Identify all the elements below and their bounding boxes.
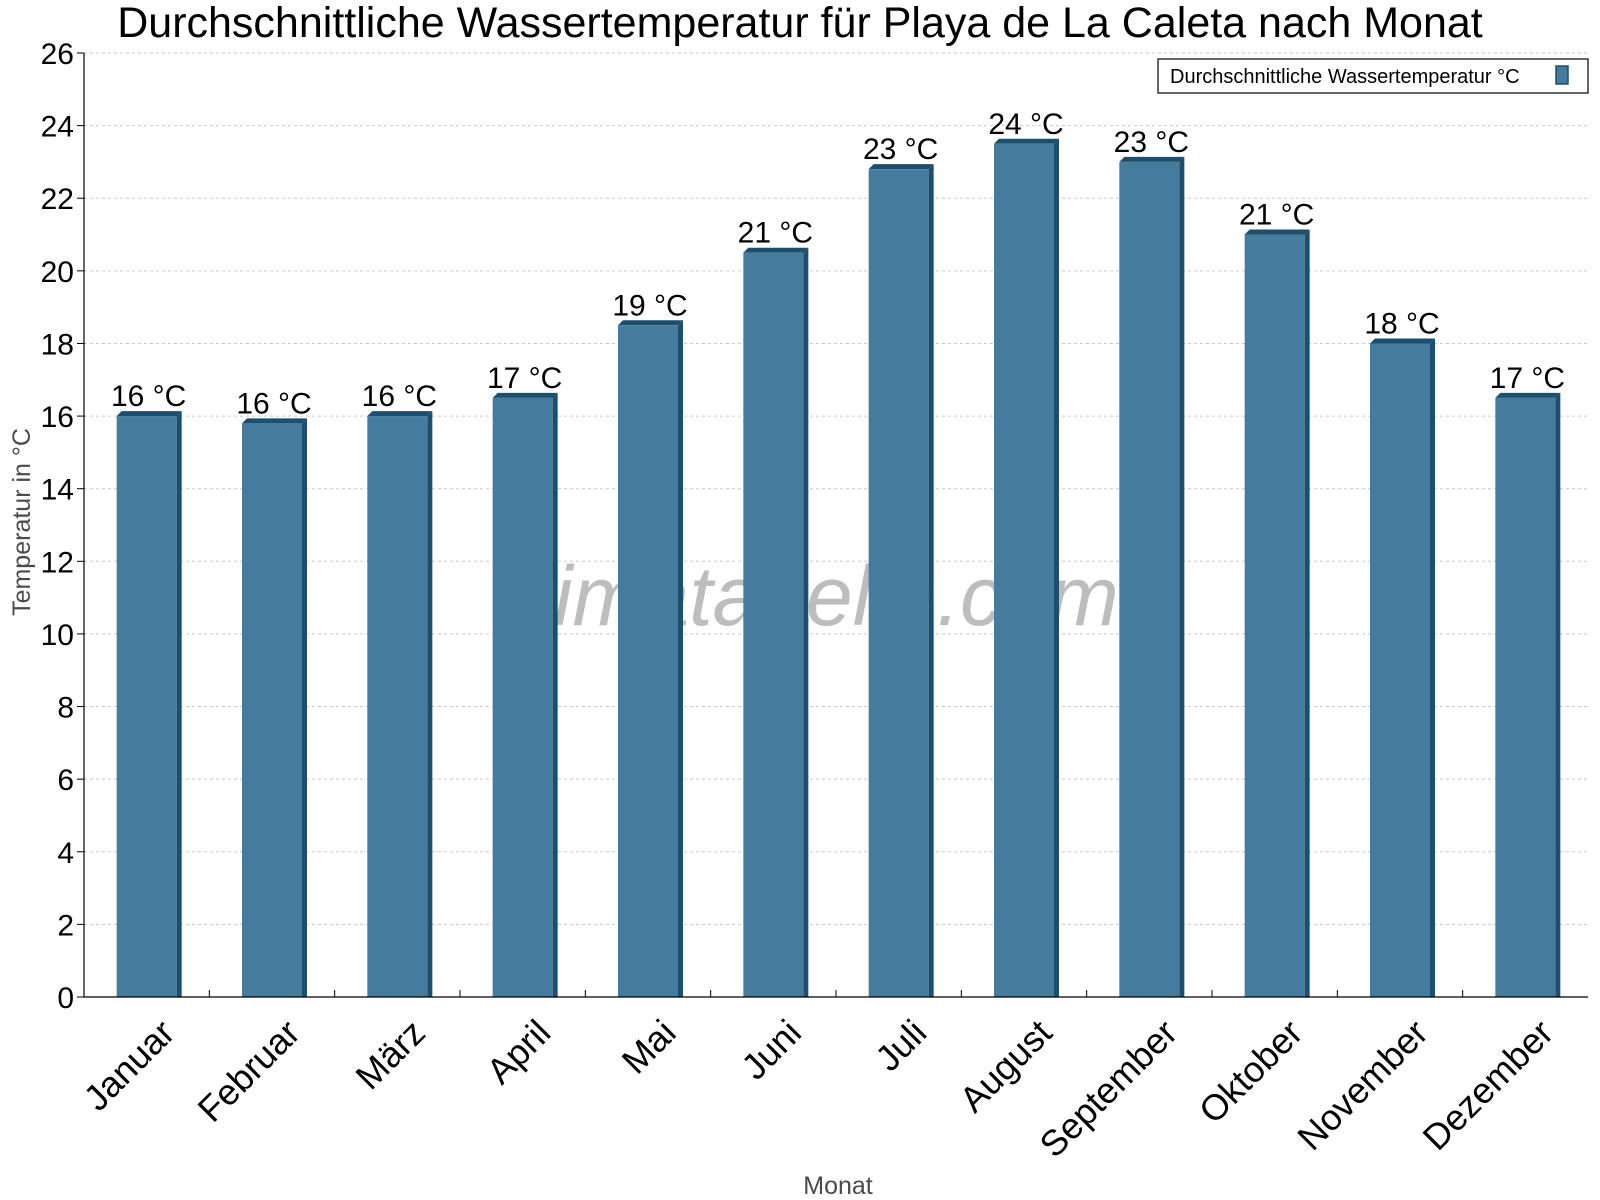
data-label: 17 °C — [487, 362, 562, 395]
bar — [1244, 234, 1305, 998]
bar — [367, 416, 428, 998]
data-label: 18 °C — [1364, 307, 1439, 340]
bar-side — [552, 392, 558, 997]
bar — [994, 143, 1054, 997]
x-tick-label: März — [347, 1012, 433, 1098]
legend-entry-label: Durchschnittliche Wassertemperatur °C — [1170, 66, 1520, 88]
x-tick-label: Dezember — [1415, 1012, 1561, 1158]
data-label: 16 °C — [236, 387, 311, 420]
bar-side — [1430, 338, 1435, 997]
y-tick-label: 18 — [41, 328, 74, 361]
bar-top — [743, 247, 809, 253]
x-tick-label: Januar — [75, 1012, 182, 1119]
bar-top — [367, 411, 433, 417]
y-axis-label: Temperatur in °C — [8, 428, 36, 616]
data-label: 19 °C — [612, 289, 687, 322]
bar — [1495, 397, 1556, 997]
bar — [1370, 343, 1430, 997]
x-tick-label: April — [478, 1012, 558, 1092]
bar-april: 17 °C — [487, 362, 562, 997]
bar-november: 18 °C — [1364, 307, 1440, 997]
bar-side — [1179, 156, 1185, 997]
y-tick-label: 0 — [57, 982, 74, 1015]
x-tick-label: Juni — [733, 1012, 809, 1088]
bar-side — [1555, 392, 1561, 997]
y-tick-label: 26 — [41, 38, 74, 71]
bar-oktober: 21 °C — [1239, 199, 1314, 998]
data-label: 21 °C — [738, 217, 813, 250]
bar-top — [1119, 156, 1185, 162]
y-tick-label: 16 — [41, 401, 74, 434]
bar — [242, 423, 302, 997]
axes — [83, 53, 1588, 998]
x-tick-label: Oktober — [1191, 1012, 1311, 1132]
data-label: 17 °C — [1490, 362, 1565, 395]
bar-top — [618, 320, 683, 326]
bar-januar: 16 °C — [111, 380, 186, 998]
bar-juli: 23 °C — [863, 133, 938, 997]
bar-top — [242, 418, 307, 424]
bar-side — [1304, 229, 1310, 998]
y-tick-label: 4 — [57, 837, 74, 870]
data-label: 24 °C — [988, 108, 1063, 141]
bar-side — [427, 411, 433, 998]
bar-august: 24 °C — [988, 108, 1064, 997]
legend-swatch — [1555, 65, 1569, 85]
bar-top — [994, 138, 1059, 144]
data-label: 23 °C — [1114, 126, 1189, 159]
bar — [743, 252, 804, 997]
y-tick-label: 10 — [41, 619, 74, 652]
bar-side — [176, 411, 182, 998]
bar-side — [302, 418, 307, 997]
x-tick-label: Februar — [190, 1012, 308, 1130]
data-label: 23 °C — [863, 133, 938, 166]
data-label: 21 °C — [1239, 199, 1314, 232]
y-tick-label: 14 — [41, 474, 74, 507]
bar-september: 23 °C — [1114, 126, 1189, 997]
bar-side — [1054, 138, 1059, 997]
bar — [116, 416, 177, 998]
bar — [1119, 161, 1180, 997]
x-tick-label: Mai — [614, 1012, 684, 1082]
bar-side — [803, 247, 809, 997]
bar — [868, 169, 929, 997]
legend-box — [1157, 58, 1589, 94]
bar-top — [492, 392, 558, 398]
x-tick-label: November — [1289, 1012, 1435, 1158]
bars: 16 °C 16 °C 16 °C 17 °C 19 °C 21 °C 23 °C 24 °C… — [111, 108, 1565, 998]
y-tick-label: 24 — [41, 111, 74, 144]
x-axis-label: Monat — [803, 1172, 873, 1200]
bar-side — [928, 164, 934, 997]
y-tick-label: 22 — [41, 183, 74, 216]
x-tick-label: Juli — [867, 1012, 934, 1079]
bar-top — [868, 164, 934, 170]
bar-juni: 21 °C — [738, 217, 813, 997]
bar-top — [1495, 392, 1561, 398]
bar-top — [116, 411, 182, 417]
y-tick-label: 6 — [57, 764, 74, 797]
chart-title: Durchschnittliche Wassertemperatur für P… — [117, 0, 1483, 47]
y-tick-label: 12 — [41, 546, 74, 579]
x-axis-ticks: Januar Februar März April Mai Juni Juli AugustS… — [75, 990, 1561, 1165]
x-tick-label: September — [1031, 1012, 1185, 1166]
bar-februar: 16 °C — [236, 387, 312, 997]
bar — [492, 397, 553, 997]
y-tick-label: 8 — [57, 692, 74, 725]
legend: Durchschnittliche Wassertemperatur °C — [1157, 58, 1589, 94]
grid-lines — [84, 52, 1588, 925]
bar-mai: 19 °C — [612, 289, 688, 997]
data-label: 16 °C — [111, 380, 186, 413]
bar-top — [1244, 229, 1310, 235]
x-tick-label: August — [951, 1012, 1059, 1120]
bar-märz: 16 °C — [362, 380, 437, 998]
bar-top — [1370, 338, 1435, 344]
y-tick-label: 2 — [57, 909, 74, 942]
data-label: 16 °C — [362, 380, 437, 413]
bar-side — [678, 320, 683, 997]
y-tick-label: 20 — [41, 256, 74, 289]
bar — [618, 325, 678, 997]
bar-dezember: 17 °C — [1490, 362, 1565, 997]
